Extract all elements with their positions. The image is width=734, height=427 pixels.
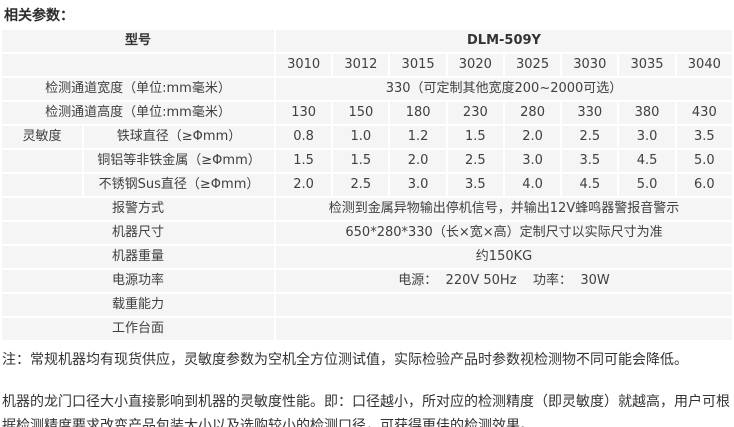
sensitivity-stainless-value: 3.0 [390, 174, 446, 196]
model-number: 3035 [619, 54, 675, 76]
worktop-label: 工作台面 [2, 318, 275, 340]
sensitivity-iron-value: 1.0 [333, 126, 389, 148]
model-number: 3025 [504, 54, 561, 76]
sensitivity-stainless-value: 5.0 [619, 174, 675, 196]
sensitivity-stainless-value: 2.5 [333, 174, 389, 196]
sensitivity-iron-value: 1.5 [447, 126, 503, 148]
notes-section: 注：常规机器均有现货供应，灵敏度参数为空机全方位测试值，实际检验产品时参数视检测… [0, 349, 734, 427]
channel-width-label: 检测通道宽度（单位:mm毫米） [2, 78, 275, 100]
model-number: 3040 [676, 54, 732, 76]
note-stock-disclaimer: 注：常规机器均有现货供应，灵敏度参数为空机全方位测试值，实际检验产品时参数视检测… [2, 352, 688, 368]
row-model: 型号 DLM-509Y [2, 30, 732, 52]
machine-size-value: 650*280*330（长×宽×高）定制尺寸以实际尺寸为准 [276, 222, 732, 244]
row-power: 电源功率 电源： 220V 50Hz 功率： 30W [2, 270, 732, 292]
row-channel-width: 检测通道宽度（单位:mm毫米） 330（可定制其他宽度200~2000可选） [2, 78, 732, 100]
sensitivity-iron-value: 2.0 [504, 126, 561, 148]
row-alarm: 报警方式 检测到金属异物输出停机信号，并输出12V蜂鸣器警报音警示 [2, 198, 732, 220]
sensitivity-nonferrous-value: 4.5 [619, 150, 675, 172]
machine-size-label: 机器尺寸 [2, 222, 275, 244]
sensitivity-nonferrous-value: 5.0 [676, 150, 732, 172]
empty-cell [2, 150, 82, 172]
row-load-capacity: 载重能力 [2, 294, 732, 316]
power-label: 电源功率 [2, 270, 275, 292]
load-capacity-label: 载重能力 [2, 294, 275, 316]
row-machine-size: 机器尺寸 650*280*330（长×宽×高）定制尺寸以实际尺寸为准 [2, 222, 732, 244]
empty-cell [2, 174, 82, 196]
row-sensitivity-stainless: 不锈钢Sus直径（≥Φmm） 2.0 2.5 3.0 3.5 4.0 4.5 5… [2, 174, 732, 196]
channel-height-value: 430 [676, 102, 732, 124]
sensitivity-nonferrous-value: 2.0 [390, 150, 446, 172]
row-sensitivity-nonferrous: 铜铝等非铁金属（≥Φmm） 1.5 1.5 2.0 2.5 3.0 3.5 4.… [2, 150, 732, 172]
sensitivity-iron-value: 1.2 [390, 126, 446, 148]
channel-height-value: 280 [504, 102, 561, 124]
sensitivity-stainless-value: 4.5 [562, 174, 618, 196]
machine-weight-value: 约150KG [276, 246, 732, 268]
sensitivity-stainless-value: 6.0 [676, 174, 732, 196]
model-number: 3010 [276, 54, 332, 76]
model-number: 3020 [447, 54, 503, 76]
sensitivity-stainless-value: 3.5 [447, 174, 503, 196]
channel-height-value: 150 [333, 102, 389, 124]
row-channel-height: 检测通道高度（单位:mm毫米） 130 150 180 230 280 330 … [2, 102, 732, 124]
sensitivity-iron-value: 3.5 [676, 126, 732, 148]
spec-table: 型号 DLM-509Y 3010 3012 3015 3020 3025 303… [0, 28, 734, 342]
empty-cell [2, 54, 275, 76]
sensitivity-iron-label: 铁球直径（≥Φmm） [84, 126, 275, 148]
row-model-numbers: 3010 3012 3015 3020 3025 3030 3035 3040 [2, 54, 732, 76]
sensitivity-nonferrous-value: 3.0 [504, 150, 561, 172]
section-title: 相关参数： [4, 8, 74, 24]
sensitivity-nonferrous-value: 1.5 [333, 150, 389, 172]
power-value: 电源： 220V 50Hz 功率： 30W [276, 270, 732, 292]
row-machine-weight: 机器重量 约150KG [2, 246, 732, 268]
load-capacity-value [276, 294, 732, 316]
sensitivity-nonferrous-value: 3.5 [562, 150, 618, 172]
sensitivity-stainless-label: 不锈钢Sus直径（≥Φmm） [84, 174, 275, 196]
note-aperture-explanation: 机器的龙门口径大小直接影响到机器的灵敏度性能。即：口径越小，所对应的检测精度（即… [2, 394, 730, 427]
alarm-label: 报警方式 [2, 198, 275, 220]
worktop-value [276, 318, 732, 340]
model-number: 3012 [333, 54, 389, 76]
machine-weight-label: 机器重量 [2, 246, 275, 268]
channel-height-value: 180 [390, 102, 446, 124]
sensitivity-nonferrous-value: 1.5 [276, 150, 332, 172]
model-label: 型号 [2, 30, 275, 52]
sensitivity-nonferrous-value: 2.5 [447, 150, 503, 172]
sensitivity-iron-value: 3.0 [619, 126, 675, 148]
model-number: 3030 [562, 54, 618, 76]
row-worktop: 工作台面 [2, 318, 732, 340]
model-value: DLM-509Y [276, 30, 732, 52]
channel-width-value: 330（可定制其他宽度200~2000可选） [276, 78, 732, 100]
sensitivity-iron-value: 0.8 [276, 126, 332, 148]
channel-height-value: 380 [619, 102, 675, 124]
sensitivity-stainless-value: 2.0 [276, 174, 332, 196]
channel-height-label: 检测通道高度（单位:mm毫米） [2, 102, 275, 124]
model-number: 3015 [390, 54, 446, 76]
row-sensitivity-iron: 灵敏度 铁球直径（≥Φmm） 0.8 1.0 1.2 1.5 2.0 2.5 3… [2, 126, 732, 148]
sensitivity-stainless-value: 4.0 [504, 174, 561, 196]
channel-height-value: 130 [276, 102, 332, 124]
sensitivity-iron-value: 2.5 [562, 126, 618, 148]
alarm-value: 检测到金属异物输出停机信号，并输出12V蜂鸣器警报音警示 [276, 198, 732, 220]
sensitivity-nonferrous-label: 铜铝等非铁金属（≥Φmm） [84, 150, 275, 172]
channel-height-value: 230 [447, 102, 503, 124]
channel-height-value: 330 [562, 102, 618, 124]
sensitivity-group-label: 灵敏度 [2, 126, 82, 148]
